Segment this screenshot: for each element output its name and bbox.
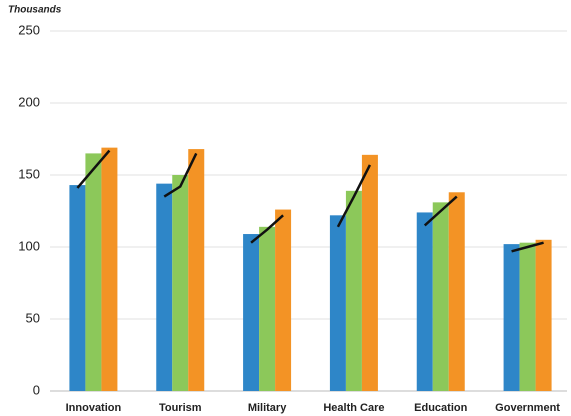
bar (156, 183, 173, 391)
bar (448, 192, 465, 391)
bar (69, 185, 86, 391)
bar (416, 212, 433, 391)
x-tick-label: Health Care (323, 402, 384, 414)
x-tick-label: Military (248, 402, 287, 414)
trend-line (511, 241, 544, 253)
trend-line (76, 149, 111, 189)
y-tick-label: 100 (18, 238, 40, 253)
x-tick-label: Government (495, 402, 560, 414)
x-tick-label: Innovation (66, 402, 122, 414)
trend-line (163, 152, 198, 198)
bar (259, 226, 276, 391)
y-tick-label: 200 (18, 94, 40, 109)
bar (172, 175, 189, 391)
bar (535, 239, 552, 391)
y-tick-label: 0 (33, 382, 40, 397)
bar (85, 153, 102, 391)
bar (519, 242, 536, 391)
bar (188, 149, 205, 391)
y-axis-label: Thousands (8, 5, 62, 16)
x-tick-label: Tourism (159, 402, 202, 414)
bar (243, 234, 260, 391)
x-tick-label: Education (414, 402, 467, 414)
y-tick-label: 50 (26, 310, 40, 325)
trend-line (250, 214, 284, 244)
bar (503, 244, 520, 391)
bar (345, 190, 362, 391)
bar (361, 154, 378, 391)
y-tick-label: 150 (18, 166, 40, 181)
bar (329, 215, 346, 391)
bar (101, 147, 118, 391)
trend-line (336, 164, 372, 228)
trend-line (423, 195, 458, 227)
y-tick-label: 250 (18, 22, 40, 37)
bar (432, 202, 449, 391)
bar (275, 209, 292, 391)
